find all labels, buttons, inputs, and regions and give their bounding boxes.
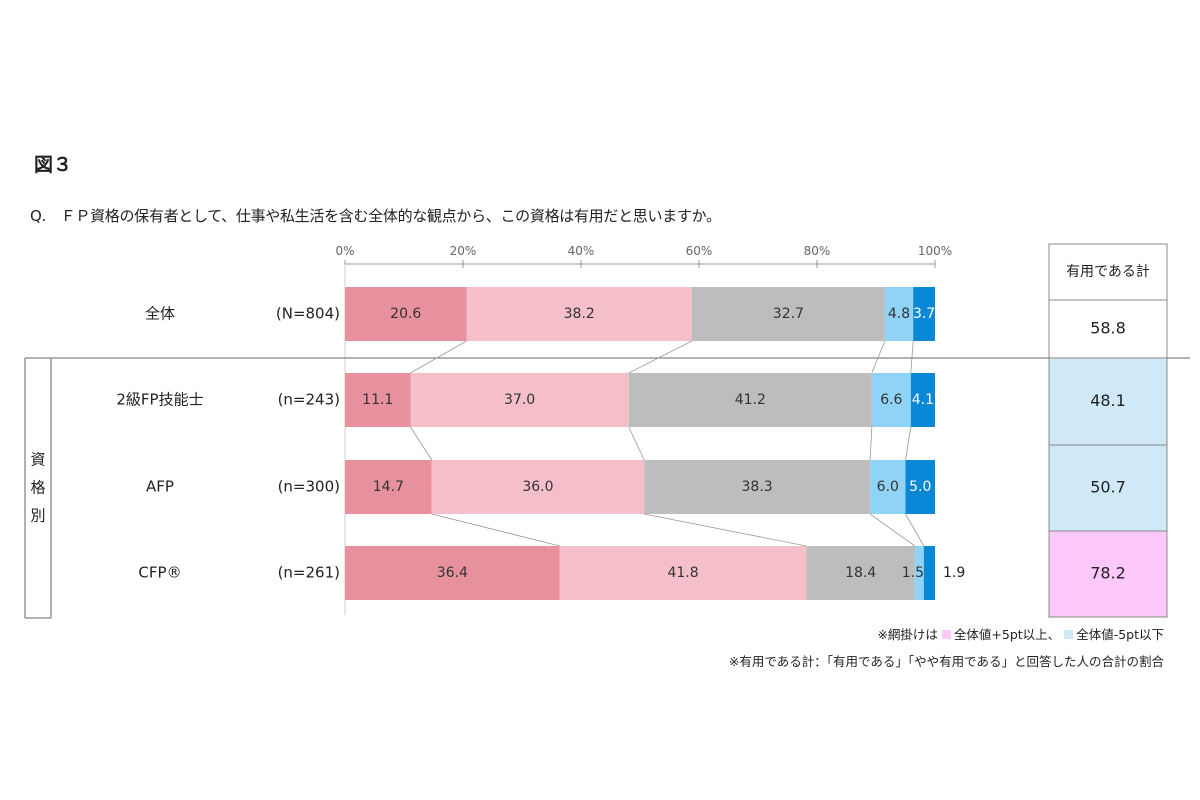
category-label: 全体 [145, 305, 175, 323]
bar-segment [410, 373, 629, 427]
group-label-char: 格 [30, 479, 45, 497]
shading-note-prefix: ※網掛けは [877, 627, 938, 642]
data-label: 41.2 [735, 392, 766, 408]
bar-segment [871, 373, 911, 427]
connector-line [905, 426, 912, 461]
bar-segment [559, 546, 807, 600]
summary-value: 50.7 [1090, 478, 1126, 497]
data-label: 41.8 [667, 565, 698, 581]
data-label: 14.7 [373, 479, 404, 495]
bar-segment [345, 287, 467, 341]
connector-line [431, 513, 560, 547]
connector-line [869, 426, 873, 461]
bar-segment [691, 287, 885, 341]
data-label: 1.5 [902, 565, 924, 581]
definition-note: ※有用である計：「有用である」「やや有用である」と回答した人の合計の割合 [728, 654, 1164, 669]
bar-segment [345, 546, 560, 600]
data-label: 38.2 [564, 306, 595, 322]
summary-cell [1048, 530, 1168, 618]
sample-size-label: (n=243) [278, 391, 340, 409]
data-label: 18.4 [845, 565, 876, 581]
bar-segment [910, 373, 935, 427]
bar-segment [913, 287, 935, 341]
bar-segment [870, 460, 906, 514]
bar-segment [431, 460, 645, 514]
bar-segment [644, 460, 871, 514]
summary-cell [1048, 299, 1168, 359]
summary-value: 78.2 [1090, 564, 1126, 583]
data-label: 4.1 [912, 392, 934, 408]
category-label: AFP [146, 478, 174, 496]
x-tick-label: 100% [918, 244, 952, 258]
summary-cell [1048, 357, 1168, 446]
shading-note-high: 全体値+5pt以上、 [953, 627, 1061, 642]
x-tick-label: 80% [804, 244, 831, 258]
bar-segment [345, 373, 411, 427]
data-label: 5.0 [909, 479, 931, 495]
data-label: 11.1 [362, 392, 393, 408]
data-label: 6.0 [877, 479, 899, 495]
sample-size-label: (N=804) [276, 305, 340, 323]
connector-line [410, 426, 433, 461]
x-tick-label: 0% [335, 244, 354, 258]
x-tick-label: 20% [450, 244, 477, 258]
connector-line [644, 513, 807, 547]
sample-size-label: (n=261) [278, 564, 340, 582]
x-tick-label: 40% [568, 244, 595, 258]
bar-segment [466, 287, 692, 341]
connector-line [628, 340, 693, 374]
connector-line [628, 426, 645, 461]
summary-header: 有用である計 [1066, 264, 1150, 280]
data-label: 36.4 [437, 565, 468, 581]
connector-line [869, 513, 916, 547]
bar-segment [806, 546, 915, 600]
group-label-char: 別 [30, 507, 45, 525]
bar-segment [345, 460, 432, 514]
data-label: 37.0 [504, 392, 535, 408]
swatch-high-icon [941, 630, 951, 639]
connector-line [910, 340, 914, 374]
data-label: 6.6 [880, 392, 902, 408]
bar-segment [923, 546, 935, 600]
bar-segment [628, 373, 872, 427]
connector-line [410, 340, 467, 374]
group-label-char: 資 [30, 451, 45, 469]
summary-value: 48.1 [1090, 391, 1126, 410]
data-label: 32.7 [773, 306, 804, 322]
swatch-low-icon [1064, 630, 1074, 639]
data-label: 3.7 [913, 306, 935, 322]
data-label: 4.8 [888, 306, 910, 322]
data-label: 20.6 [390, 306, 421, 322]
bar-segment [905, 460, 935, 514]
category-label: 2級FP技能士 [116, 391, 203, 409]
sample-size-label: (n=300) [278, 478, 340, 496]
category-label: CFP® [138, 564, 181, 582]
bar-segment [884, 287, 914, 341]
x-tick-label: 60% [686, 244, 713, 258]
data-label: 38.3 [742, 479, 773, 495]
data-label: 1.9 [943, 565, 965, 581]
data-label: 36.0 [522, 479, 553, 495]
question-text: Q. ＦＰ資格の保有者として、仕事や私生活を含む全体的な観点から、この資格は有用… [30, 207, 721, 225]
bar-segment [914, 546, 924, 600]
shading-note: ※網掛けは 全体値+5pt以上、 全体値-5pt以下 [877, 624, 1164, 643]
shading-note-low: 全体値-5pt以下 [1076, 627, 1164, 642]
connector-line [871, 340, 886, 374]
figure-label: 図３ [34, 154, 73, 176]
summary-value: 58.8 [1090, 319, 1126, 338]
connector-line [905, 513, 925, 547]
